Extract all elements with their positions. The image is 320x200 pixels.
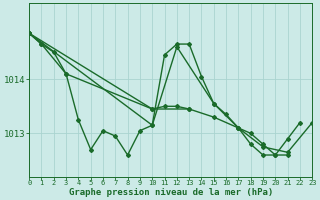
X-axis label: Graphe pression niveau de la mer (hPa): Graphe pression niveau de la mer (hPa): [68, 188, 273, 197]
